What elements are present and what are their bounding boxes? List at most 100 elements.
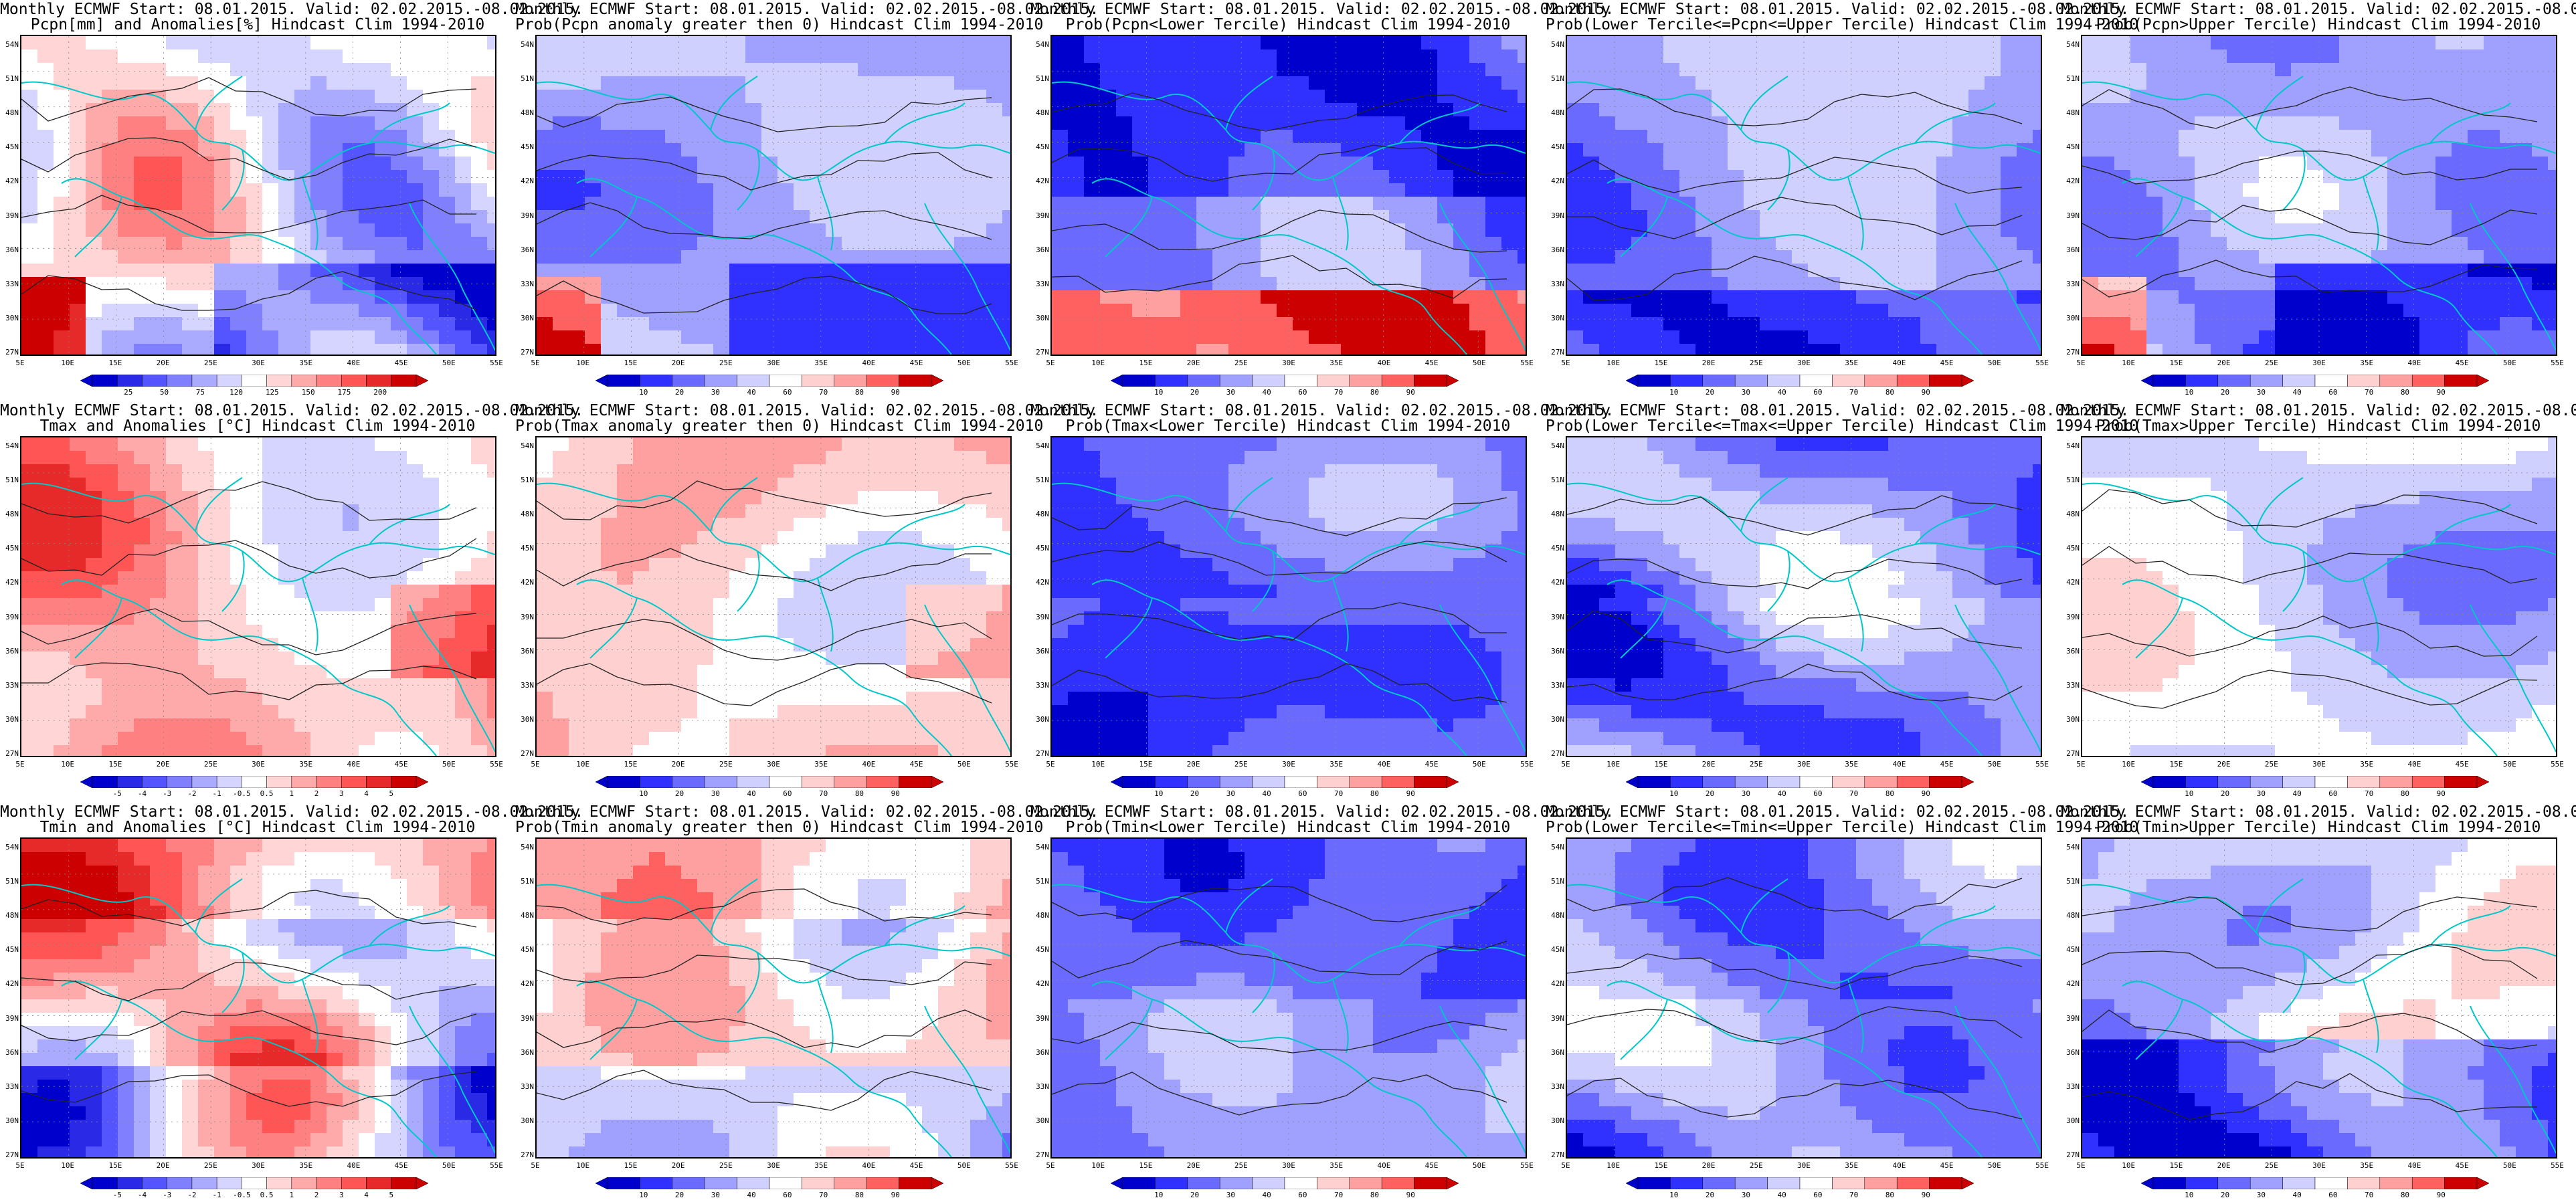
panel-subtitle: Prob(Pcpn<Lower Tercile) Hindcast Clim 1… [1030, 17, 1546, 33]
field-cell [713, 451, 730, 465]
field-cell [2017, 264, 2033, 278]
field-cell [21, 491, 38, 505]
field-cell [777, 478, 794, 492]
field-cell [455, 464, 472, 478]
field-cell [2082, 49, 2099, 64]
field-cell [842, 197, 858, 211]
field-cell [1888, 210, 1905, 224]
latitude-label: 48N [1551, 108, 1564, 118]
field-cell [1517, 277, 1526, 291]
field-cell [166, 585, 183, 599]
field-cell [1728, 170, 1744, 184]
field-cell [553, 170, 569, 184]
field-cell [2435, 317, 2452, 331]
field-cell [2098, 49, 2115, 64]
field-cell [391, 451, 407, 465]
field-cell [2419, 250, 2436, 264]
field-cell [278, 651, 295, 666]
field-cell [1437, 90, 1454, 104]
field-cell [1309, 157, 1325, 171]
field-cell [70, 732, 86, 746]
field-cell [986, 277, 1003, 291]
field-cell [1647, 277, 1664, 291]
field-cell [21, 330, 38, 344]
field-cell [1872, 143, 1889, 157]
field-cell [1261, 197, 1277, 211]
field-cell [343, 49, 359, 64]
field-cell [375, 585, 391, 599]
field-cell [2146, 63, 2163, 77]
field-cell [1985, 103, 2001, 117]
field-cell [2355, 317, 2372, 331]
field-cell [1309, 317, 1325, 331]
field-cell [54, 665, 70, 679]
field-cell [391, 344, 407, 355]
field-cell [439, 678, 456, 692]
field-cell [278, 290, 295, 304]
latitude-label: 39N [5, 612, 19, 621]
field-cell [1100, 290, 1117, 304]
field-cell [1744, 183, 1760, 197]
field-cell [1952, 36, 1969, 50]
field-cell [1985, 317, 2001, 331]
field-cell [1501, 116, 1518, 130]
field-cell [569, 344, 585, 355]
field-cell [1373, 223, 1390, 237]
field-cell [2484, 63, 2500, 77]
field-cell [1663, 304, 1680, 318]
field-cell [2195, 210, 2211, 224]
latitude-label: 51N [521, 74, 534, 84]
colorbar-label: 1 [289, 789, 294, 798]
field-cell [1116, 103, 1133, 117]
coastline [2082, 76, 2556, 355]
field-cell [1920, 36, 1937, 50]
field-cell [1968, 264, 1985, 278]
field-cell [1968, 304, 1985, 318]
field-cell [1663, 76, 1680, 90]
field-cell [1116, 157, 1133, 171]
field-cell [1180, 157, 1197, 171]
field-cell [2146, 170, 2163, 184]
field-cell [278, 598, 295, 612]
contour-line [2082, 260, 2538, 298]
field-cell [1760, 183, 1776, 197]
field-cell [310, 732, 327, 746]
field-cell [1325, 210, 1342, 224]
field-cell [182, 344, 199, 355]
field-cell [118, 692, 134, 706]
field-cell [569, 451, 585, 465]
field-cell [1132, 116, 1149, 130]
longitude-label: 40E [862, 359, 876, 367]
field-cell [2403, 49, 2420, 64]
field-cell [697, 531, 714, 545]
field-cell [2130, 49, 2147, 64]
field-cell [1728, 290, 1744, 304]
field-cell [262, 264, 279, 278]
field-cell [70, 304, 86, 318]
field-cell [681, 197, 698, 211]
field-cell [1469, 277, 1486, 291]
field-cell [1068, 330, 1085, 344]
field-cell [729, 250, 746, 264]
field-cell [1357, 210, 1374, 224]
field-cell [375, 651, 391, 666]
field-cell [1261, 304, 1277, 318]
field-cell [585, 63, 602, 77]
field-cell [1599, 330, 1616, 344]
field-cell [1373, 157, 1390, 171]
field-cell [777, 197, 794, 211]
field-cell [343, 437, 359, 452]
field-cell [729, 437, 746, 452]
field-cell [2468, 223, 2484, 237]
field-cell [2017, 103, 2033, 117]
field-cell [842, 531, 858, 545]
field-cell [1647, 344, 1664, 355]
field-cell [713, 237, 730, 251]
field-cell [1663, 250, 1680, 264]
field-cell [970, 210, 987, 224]
field-cell [1421, 76, 1438, 90]
field-cell [2307, 143, 2324, 157]
field-cell [182, 585, 199, 599]
field-cell [166, 237, 183, 251]
field-cell [310, 317, 327, 331]
